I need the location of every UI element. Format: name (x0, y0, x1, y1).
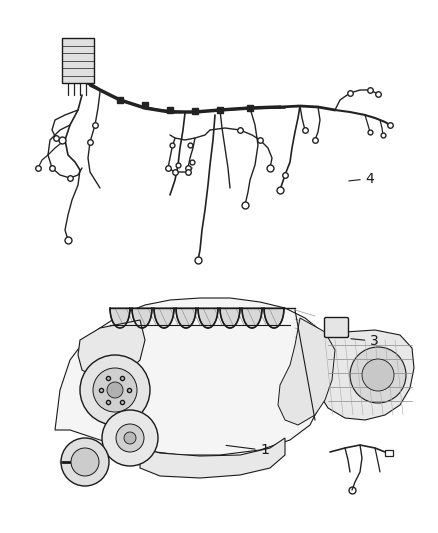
Polygon shape (110, 308, 130, 328)
Polygon shape (154, 308, 174, 328)
Bar (62, 38, 94, 83)
Circle shape (124, 432, 136, 444)
Circle shape (107, 382, 123, 398)
Polygon shape (140, 438, 285, 478)
Circle shape (350, 347, 406, 403)
Circle shape (362, 359, 394, 391)
Polygon shape (198, 308, 218, 328)
Circle shape (61, 438, 109, 486)
Polygon shape (176, 308, 196, 328)
Polygon shape (264, 308, 284, 328)
Polygon shape (220, 308, 240, 328)
Circle shape (93, 368, 137, 412)
Text: 1: 1 (226, 443, 269, 457)
Text: 4: 4 (349, 172, 374, 185)
Polygon shape (315, 330, 414, 420)
Bar (385, 450, 393, 456)
Circle shape (102, 410, 158, 466)
FancyBboxPatch shape (325, 318, 349, 337)
Polygon shape (132, 308, 152, 328)
Circle shape (80, 355, 150, 425)
Polygon shape (242, 308, 262, 328)
Circle shape (116, 424, 144, 452)
Circle shape (71, 448, 99, 476)
Polygon shape (278, 318, 335, 425)
Polygon shape (78, 320, 145, 380)
Polygon shape (55, 298, 335, 455)
Text: 3: 3 (351, 334, 379, 348)
